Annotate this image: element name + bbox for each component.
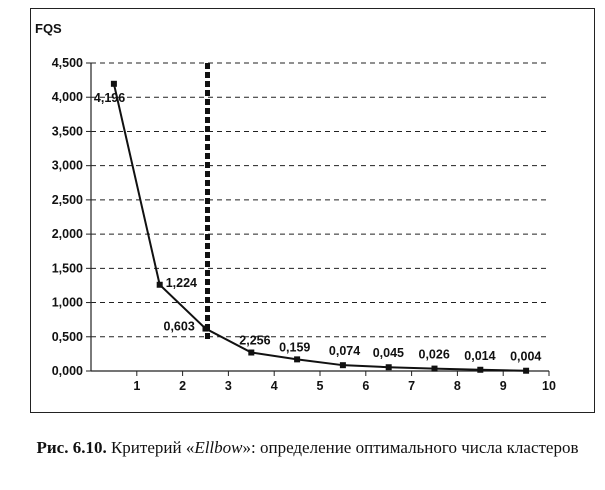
- data-point: [523, 367, 530, 374]
- x-tick-label: 4: [271, 379, 278, 393]
- caption-text-after: »: определение оптимального числа класте…: [242, 438, 579, 457]
- caption-emphasis: Ellbow: [194, 438, 243, 457]
- x-tick-label: 1: [133, 379, 140, 393]
- data-point: [477, 366, 484, 373]
- x-tick-label: 7: [408, 379, 415, 393]
- data-label: 2,256: [239, 334, 270, 348]
- data-point: [385, 364, 392, 371]
- data-point: [110, 80, 117, 87]
- data-label: 0,074: [329, 344, 360, 358]
- x-tick-label: 9: [500, 379, 507, 393]
- series-line: [112, 83, 527, 372]
- x-tick-label: 3: [225, 379, 232, 393]
- x-tick-label: 5: [317, 379, 324, 393]
- chart-frame: 0,000 0,500 1,000 1,500 2,000 2,500 3,000 3,500…: [30, 8, 595, 413]
- y-tick-label: 1,500: [52, 261, 83, 275]
- y-tick-label: 3,000: [52, 159, 83, 173]
- x-tick-label: 10: [542, 379, 556, 393]
- x-tick-label: 2: [179, 379, 186, 393]
- data-label: 0,603: [164, 320, 195, 334]
- data-point: [156, 281, 163, 288]
- data-label: 1,224: [166, 276, 197, 290]
- data-label: 4,196: [94, 91, 125, 105]
- x-tick-label: 8: [454, 379, 461, 393]
- data-point: [202, 325, 209, 332]
- caption-prefix: Рис. 6.10.: [36, 438, 107, 457]
- elbow-chart: 0,000 0,500 1,000 1,500 2,000 2,500 3,000 3,500…: [35, 21, 556, 393]
- y-tick-label: 2,000: [52, 227, 83, 241]
- data-point: [248, 349, 255, 356]
- y-tick-label: 3,500: [52, 124, 83, 138]
- data-point: [294, 356, 301, 363]
- data-label: 0,159: [279, 340, 310, 354]
- y-axis-title: FQS: [35, 21, 62, 36]
- data-label: 0,026: [419, 348, 450, 362]
- y-tick-label: 0,500: [52, 330, 83, 344]
- data-point: [339, 362, 346, 369]
- data-label: 0,004: [510, 350, 541, 364]
- y-tick-label: 4,000: [52, 90, 83, 104]
- caption-text-before: Критерий «: [106, 438, 195, 457]
- y-tick-label: 0,000: [52, 364, 83, 378]
- y-tick-label: 2,500: [52, 193, 83, 207]
- data-point: [431, 365, 438, 372]
- y-tick-label: 4,500: [52, 56, 83, 70]
- data-label: 0,014: [464, 349, 495, 363]
- data-label: 0,045: [373, 346, 404, 360]
- figure-caption: Рис. 6.10. Критерий «Ellbow»: определени…: [20, 437, 595, 459]
- y-tick-label: 1,000: [52, 296, 83, 310]
- x-tick-label: 6: [362, 379, 369, 393]
